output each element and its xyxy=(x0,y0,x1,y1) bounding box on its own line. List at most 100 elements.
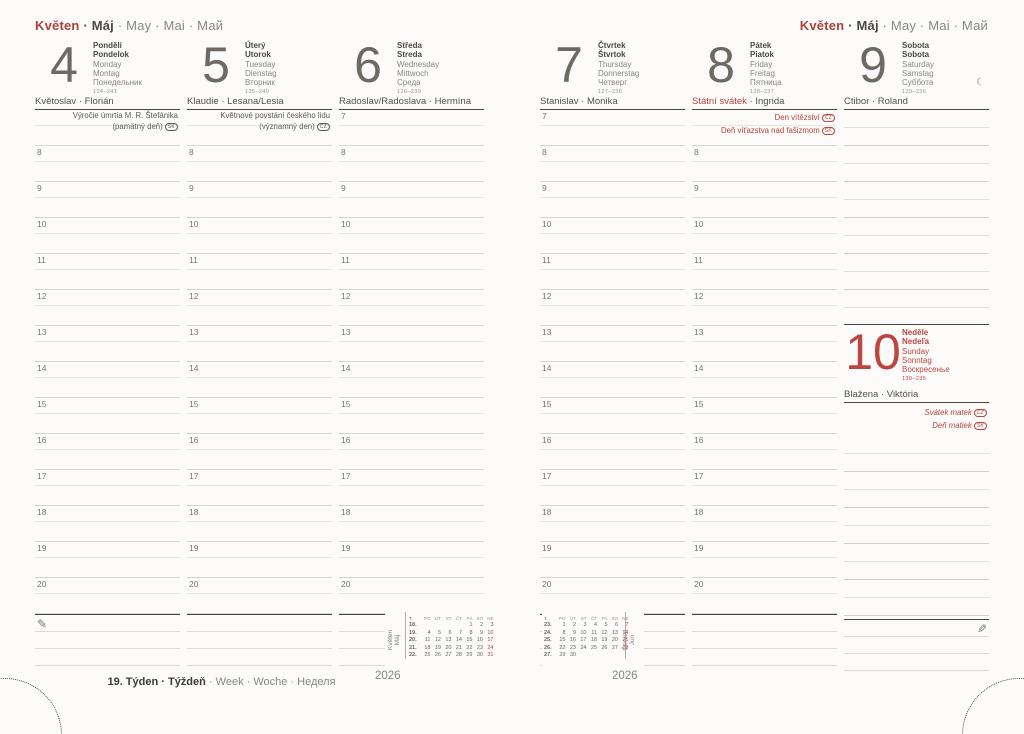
hour-label: 16 xyxy=(341,435,351,445)
hour-slot: 10 xyxy=(540,218,685,254)
mini-calendar-cell: ST xyxy=(445,616,452,621)
note-line xyxy=(187,615,332,632)
day-column-tuesday: 5 Úterý Utorok Tuesday Dienstag Вторник … xyxy=(187,38,332,670)
note-line xyxy=(844,620,989,637)
hour-slot: 20 xyxy=(692,578,837,614)
nameday-row: Blažena · Viktória xyxy=(844,389,989,403)
hour-label: 16 xyxy=(542,435,552,445)
hour-label: 10 xyxy=(542,219,552,229)
hour-label: 9 xyxy=(694,183,699,193)
mini-calendar-cell: 13 xyxy=(445,637,452,644)
hour-slot: 9 xyxy=(692,182,837,218)
hour-slot: 17 xyxy=(35,470,180,506)
holiday-text: (pamätný deň) xyxy=(112,121,163,131)
mini-calendar-row: 18. 1 2 3 xyxy=(409,622,494,629)
mini-calendar-cell: 1 xyxy=(469,622,473,629)
half-hour-line xyxy=(692,413,837,414)
day-names: Pátek Piatok Friday Freitag Пятница 128–… xyxy=(750,38,782,96)
holiday-note: Den vítězství CZ xyxy=(721,111,835,124)
day-name-de: Freitag xyxy=(750,68,775,78)
day-name-ru: Вторник xyxy=(245,78,275,88)
holiday-text: Den vítězství xyxy=(774,113,820,122)
country-badge: SK xyxy=(973,422,987,430)
half-hour-line xyxy=(540,593,685,594)
day-of-year-range: 127–238 xyxy=(598,89,623,96)
hour-label: 13 xyxy=(37,327,47,337)
hour-slot: 18 xyxy=(187,506,332,542)
half-hour-line xyxy=(35,449,180,450)
holiday-note: Výročie úmrtia M. R. Štefánika xyxy=(73,111,178,122)
mini-calendar-june: T. PO ÚT ST ČT PÁ SO NE 23. 1 2 3 4 5 6 7 24. 8 9 10 11 12 1… xyxy=(542,612,644,692)
half-hour-line xyxy=(187,557,332,558)
hour-slot: 14 xyxy=(692,362,837,398)
mini-calendar-cell: 22 xyxy=(466,644,473,651)
hour-slot: 13 xyxy=(692,326,837,362)
hour-slot: 11 xyxy=(187,254,332,290)
half-hour-line xyxy=(339,161,484,162)
hour-slot: 11 xyxy=(339,254,484,290)
month-header-right: Květen · Máj · May · Mai · Май xyxy=(540,18,988,36)
half-hour-line xyxy=(339,377,484,378)
day-name-de: Mittwoch xyxy=(397,68,429,78)
day-name-sk: Streda xyxy=(397,50,422,60)
half-hour-line xyxy=(35,485,180,486)
holiday-text: Květnové povstání českého lidu xyxy=(220,111,330,120)
mini-calendar-cell: 2 xyxy=(572,622,576,629)
hour-slot: 16 xyxy=(540,434,685,470)
mini-calendar-week: 21. xyxy=(409,644,417,651)
hour-slot: 12 xyxy=(187,290,332,326)
half-hour-line xyxy=(692,305,837,306)
mini-calendar-cell: 4 xyxy=(427,629,431,636)
mini-calendar-cell: 25 xyxy=(590,644,597,651)
notes-area: ✎ xyxy=(35,614,180,670)
note-line xyxy=(692,632,837,649)
hour-label: 11 xyxy=(542,255,551,265)
hour-slot: 19 xyxy=(35,542,180,578)
mini-calendar-cell: PÁ xyxy=(601,616,608,621)
mini-calendar-cell: 27 xyxy=(445,652,452,659)
nameday-row: Květoslav · Florián xyxy=(35,96,180,110)
hour-slot: 15 xyxy=(339,398,484,434)
mini-calendar-cell: 1 xyxy=(562,622,566,629)
hour-slot: 19 xyxy=(187,542,332,578)
half-hour-line xyxy=(692,233,837,234)
hour-label: 16 xyxy=(694,435,704,445)
hour-label: 15 xyxy=(542,399,552,409)
holiday-note: Deň víťazstva nad fašizmom SK xyxy=(721,124,835,137)
mini-calendar-row: 27. 29 30 xyxy=(544,652,622,659)
hour-label: 8 xyxy=(189,147,194,157)
half-hour-line xyxy=(692,161,837,162)
hour-label: 9 xyxy=(341,183,346,193)
hour-slot: 9 xyxy=(540,182,685,218)
mini-calendar-cell: 4 xyxy=(593,622,597,629)
hour-slot: 14 xyxy=(540,362,685,398)
day-name-ru: Четверг xyxy=(598,78,628,88)
half-hour-line xyxy=(540,125,685,126)
state-holiday-label: Státní svátek xyxy=(692,96,747,107)
month-name-cz: Květen xyxy=(799,18,845,33)
day-header: 7 Čtvrtek Štvrtok Thursday Donnerstag Че… xyxy=(540,38,685,96)
day-names: Čtvrtek Štvrtok Thursday Donnerstag Четв… xyxy=(598,38,639,96)
mini-calendar-cell: PO xyxy=(423,616,431,621)
mini-calendar-row: T. PO ÚT ST ČT PÁ SO NE xyxy=(544,615,629,622)
day-name-en: Monday xyxy=(93,59,122,69)
day-of-year-range: 128–237 xyxy=(750,89,775,96)
day-column-thursday: 7 Čtvrtek Štvrtok Thursday Donnerstag Че… xyxy=(540,38,685,675)
day-header: 10 Neděle Nedeľa Sunday Sonntag Воскресе… xyxy=(844,325,989,389)
notes-area: ✎ xyxy=(844,619,989,675)
hour-label: 18 xyxy=(189,507,199,517)
mini-calendar-cell: 29 xyxy=(559,652,566,659)
day-name-cz: Úterý xyxy=(245,41,266,50)
mini-calendar-cell: 9 xyxy=(572,629,576,636)
half-hour-line xyxy=(540,341,685,342)
half-hour-line xyxy=(692,557,837,558)
hour-slot: 14 xyxy=(35,362,180,398)
half-hour-line xyxy=(339,305,484,306)
day-name-de: Dienstag xyxy=(245,68,277,78)
half-hour-line xyxy=(35,377,180,378)
day-names: Středa Streda Wednesday Mittwoch Среда 1… xyxy=(397,38,439,96)
mini-calendar-cell: 10 xyxy=(580,629,587,636)
hour-slot: 12 xyxy=(35,290,180,326)
hour-slot: 13 xyxy=(339,326,484,362)
hour-label: 8 xyxy=(694,147,699,157)
